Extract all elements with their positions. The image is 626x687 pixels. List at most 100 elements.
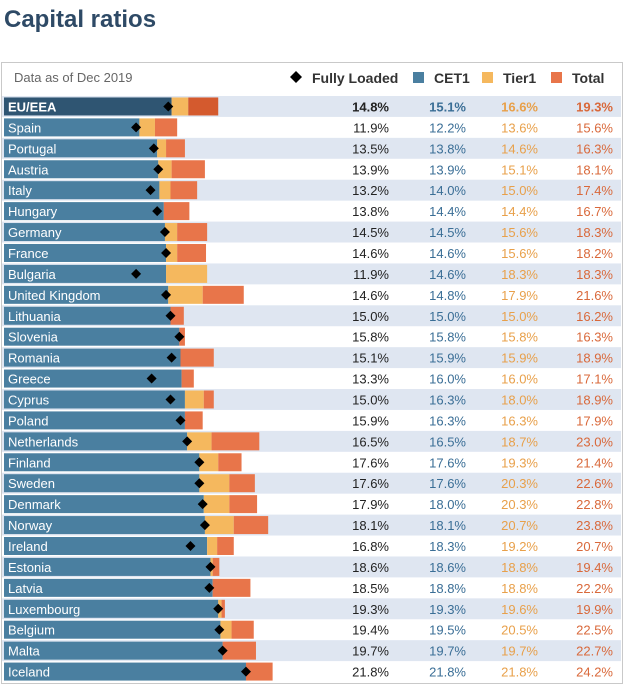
category-label: Spain: [8, 120, 41, 135]
value-fully-loaded: 18.1%: [352, 518, 389, 533]
value-tier1: 18.7%: [501, 434, 538, 449]
marker-fully-loaded-21: [185, 540, 196, 551]
value-cet1: 16.0%: [429, 372, 466, 387]
bar-total-5: [163, 202, 190, 221]
bar-total-16: [211, 432, 260, 451]
marker-fully-loaded-16: [182, 436, 193, 447]
bar-total-2: [166, 139, 185, 158]
value-fully-loaded: 15.0%: [352, 309, 389, 324]
value-cet1: 15.8%: [429, 330, 466, 345]
bar-tier1-0: [171, 97, 189, 116]
category-label: Iceland: [8, 665, 50, 680]
value-total: 21.4%: [576, 455, 613, 470]
value-total: 18.2%: [576, 246, 613, 261]
category-label: Lithuania: [8, 309, 62, 324]
value-tier1: 13.6%: [501, 120, 538, 135]
value-fully-loaded: 13.2%: [352, 183, 389, 198]
value-cet1: 21.8%: [429, 665, 466, 680]
value-fully-loaded: 14.5%: [352, 225, 389, 240]
value-fully-loaded: 13.9%: [352, 162, 389, 177]
bar-total-27: [245, 662, 273, 681]
bar-cet1-27: [4, 662, 246, 681]
value-tier1: 17.9%: [501, 288, 538, 303]
marker-fully-loaded-9: [161, 289, 172, 300]
value-cet1: 15.0%: [429, 309, 466, 324]
value-fully-loaded: 18.6%: [352, 560, 389, 575]
value-cet1: 19.7%: [429, 644, 466, 659]
legend-tier1-marker: [482, 72, 493, 83]
category-label: Belgium: [8, 623, 55, 638]
bar-cet1-9: [4, 285, 169, 304]
value-tier1: 21.8%: [501, 665, 538, 680]
legend-tier1-label: Tier1: [503, 70, 536, 86]
bar-total-20: [233, 516, 269, 535]
value-fully-loaded: 17.6%: [352, 455, 389, 470]
value-tier1: 15.6%: [501, 225, 538, 240]
value-fully-loaded: 13.8%: [352, 204, 389, 219]
bar-total-17: [218, 453, 242, 472]
bar-tier1-21: [207, 536, 218, 555]
category-label: Estonia: [8, 560, 52, 575]
category-label: Bulgaria: [8, 267, 56, 282]
marker-fully-loaded-17: [194, 457, 205, 468]
value-tier1: 20.5%: [501, 623, 538, 638]
value-total: 17.9%: [576, 413, 613, 428]
value-total: 20.7%: [576, 539, 613, 554]
value-fully-loaded: 18.5%: [352, 581, 389, 596]
value-fully-loaded: 21.8%: [352, 665, 389, 680]
bar-cet1-3: [4, 160, 159, 179]
bar-total-13: [181, 369, 194, 388]
marker-fully-loaded-2: [148, 143, 159, 154]
bar-cet1-5: [4, 202, 164, 221]
bar-cet1-23: [4, 578, 213, 597]
marker-fully-loaded-26: [217, 645, 228, 656]
marker-fully-loaded-19: [197, 499, 208, 510]
value-tier1: 18.3%: [501, 267, 538, 282]
bar-total-18: [229, 474, 255, 493]
category-label: Germany: [8, 225, 62, 240]
bar-cet1-20: [4, 516, 205, 535]
value-fully-loaded: 17.9%: [352, 497, 389, 512]
bar-cet1-17: [4, 453, 200, 472]
bar-total-0: [188, 97, 219, 116]
value-total: 22.8%: [576, 497, 613, 512]
marker-fully-loaded-23: [204, 582, 215, 593]
value-fully-loaded: 19.7%: [352, 644, 389, 659]
marker-fully-loaded-14: [165, 394, 176, 405]
value-total: 19.9%: [576, 602, 613, 617]
bar-total-22: [212, 557, 220, 576]
bar-tier1-1: [139, 118, 155, 137]
marker-fully-loaded-4: [145, 185, 156, 196]
value-fully-loaded: 14.6%: [352, 246, 389, 261]
value-total: 18.9%: [576, 351, 613, 366]
bar-total-12: [180, 348, 214, 367]
value-fully-loaded: 15.8%: [352, 330, 389, 345]
marker-fully-loaded-24: [213, 603, 224, 614]
bar-cet1-22: [4, 557, 211, 576]
marker-fully-loaded-1: [131, 122, 142, 133]
bar-tier1-3: [158, 160, 172, 179]
bar-cet1-15: [4, 411, 185, 430]
value-cet1: 18.8%: [429, 581, 466, 596]
marker-fully-loaded-15: [175, 415, 186, 426]
category-label: Hungary: [8, 204, 58, 219]
value-tier1: 14.6%: [501, 141, 538, 156]
bar-cet1-19: [4, 495, 204, 514]
value-cet1: 18.6%: [429, 560, 466, 575]
bar-cet1-16: [4, 432, 188, 451]
value-tier1: 14.4%: [501, 204, 538, 219]
bar-cet1-14: [4, 390, 185, 409]
category-label: Latvia: [8, 581, 43, 596]
legend-total-marker: [551, 72, 562, 83]
value-fully-loaded: 15.9%: [352, 413, 389, 428]
value-tier1: 15.0%: [501, 183, 538, 198]
bar-tier1-9: [168, 285, 203, 304]
value-fully-loaded: 15.1%: [352, 351, 389, 366]
marker-fully-loaded-6: [159, 227, 170, 238]
value-fully-loaded: 11.9%: [353, 267, 389, 282]
category-label: United Kingdom: [8, 288, 101, 303]
value-cet1: 18.3%: [429, 539, 466, 554]
value-cet1: 18.1%: [429, 518, 466, 533]
value-total: 16.3%: [576, 141, 613, 156]
bar-tier1-2: [157, 139, 167, 158]
